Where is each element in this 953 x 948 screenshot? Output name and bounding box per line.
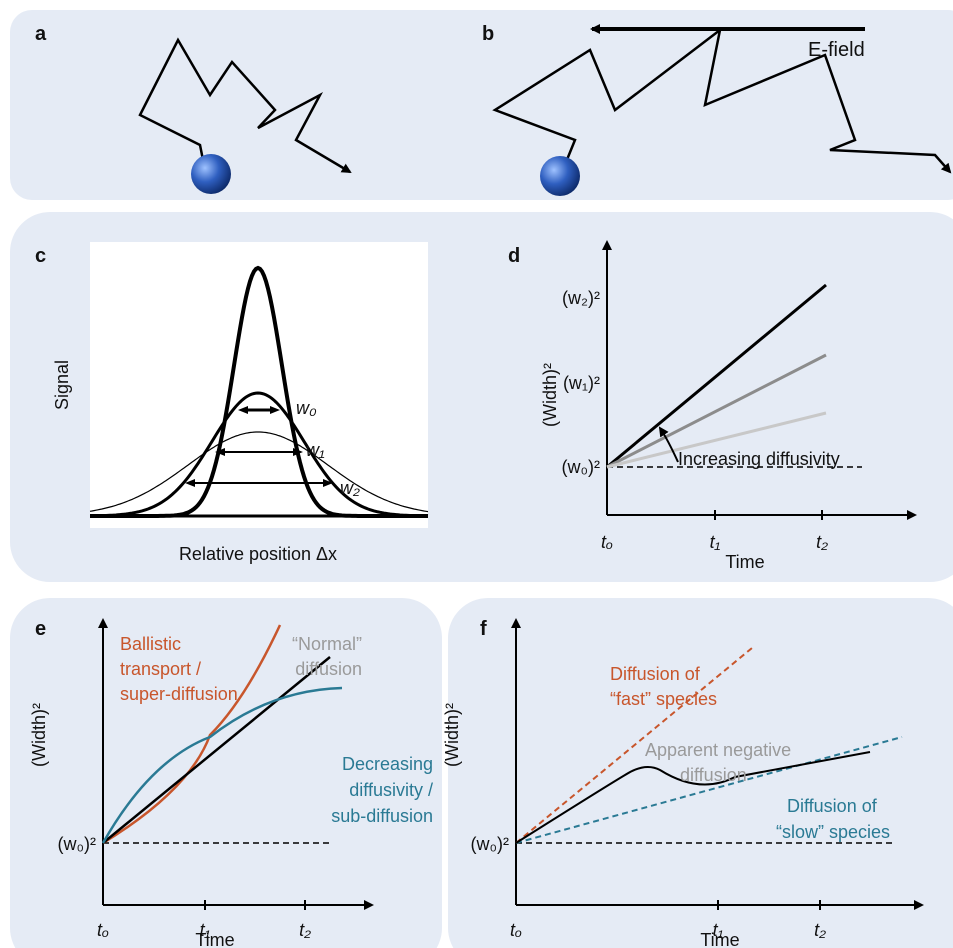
- panel-e-bg: [10, 598, 442, 948]
- annotation: Increasing diffusivity: [678, 449, 840, 469]
- annotation: “Normal”: [292, 634, 362, 654]
- particle: [191, 154, 231, 194]
- width-label: w₂: [340, 478, 360, 498]
- annotation: diffusion: [680, 765, 747, 785]
- x-axis-title: Time: [195, 930, 234, 948]
- x-axis-title: Time: [725, 552, 764, 572]
- particle: [540, 156, 580, 196]
- panel-label: d: [508, 245, 520, 267]
- random-walk: [138, 37, 352, 174]
- annotation: Diffusion of: [787, 796, 878, 816]
- panel-label: c: [35, 245, 46, 267]
- annotation: Diffusion of: [610, 664, 701, 684]
- x-tick-label: t₂: [816, 532, 828, 552]
- gaussian-profile: [89, 431, 429, 513]
- y-tick-label: (w₂)²: [562, 288, 600, 308]
- annotation: sub-diffusion: [331, 806, 433, 826]
- annotation: Apparent negative: [645, 740, 791, 760]
- panel-f-bg: [448, 598, 953, 948]
- x-axis-title: Relative position Δx: [179, 544, 337, 564]
- line-fast: [606, 283, 827, 469]
- annotation: “slow” species: [776, 822, 890, 842]
- plot-area: [90, 242, 428, 528]
- x-tick-label: tₒ: [97, 920, 109, 940]
- line-mid: [606, 353, 827, 469]
- x-tick-label: t₁: [200, 920, 211, 940]
- y-axis-title: Signal: [52, 360, 72, 410]
- width-label: w₁: [306, 440, 325, 460]
- x-tick-label: t₁: [713, 920, 724, 940]
- curve-normal: [102, 656, 331, 844]
- line-slow: [606, 411, 827, 469]
- y-tick-label: (w₀)²: [562, 457, 600, 477]
- y-axis-title: (Width)²: [442, 703, 462, 767]
- gaussian-profile: [90, 391, 429, 518]
- annotation: diffusion: [295, 659, 362, 679]
- annotation: Decreasing: [342, 754, 433, 774]
- y-tick-label: (w₁)²: [563, 373, 600, 393]
- panel-label: b: [482, 23, 494, 45]
- panel-label: f: [480, 618, 487, 640]
- panel-ab-bg: [10, 10, 953, 200]
- trend-arrow: [658, 426, 679, 463]
- panel-label: a: [35, 23, 47, 45]
- annotation: diffusivity /: [349, 780, 433, 800]
- y-tick-label: (w₀)²: [471, 834, 509, 854]
- line-fast: [515, 647, 753, 844]
- annotation: transport /: [120, 659, 201, 679]
- curve-subdiffusion: [101, 686, 343, 844]
- y-axis-title: (Width)²: [540, 363, 560, 427]
- y-tick-label: (w₀)²: [58, 834, 96, 854]
- x-tick-label: t₁: [710, 532, 721, 552]
- panel-label: e: [35, 618, 46, 640]
- annotation: super-diffusion: [120, 684, 238, 704]
- x-tick-label: tₒ: [601, 532, 613, 552]
- line-slow: [515, 736, 903, 844]
- x-tick-label: t₂: [814, 920, 826, 940]
- annotation: “fast” species: [610, 689, 717, 709]
- curve-ballistic: [102, 624, 282, 845]
- width-label: w₀: [296, 398, 317, 418]
- x-tick-label: t₂: [299, 920, 311, 940]
- x-axis-title: Time: [700, 930, 739, 948]
- y-axis-title: (Width)²: [29, 703, 49, 767]
- drift-walk: [492, 27, 952, 174]
- annotation: Ballistic: [120, 634, 181, 654]
- x-tick-label: tₒ: [510, 920, 522, 940]
- curve-apparent: [515, 751, 871, 844]
